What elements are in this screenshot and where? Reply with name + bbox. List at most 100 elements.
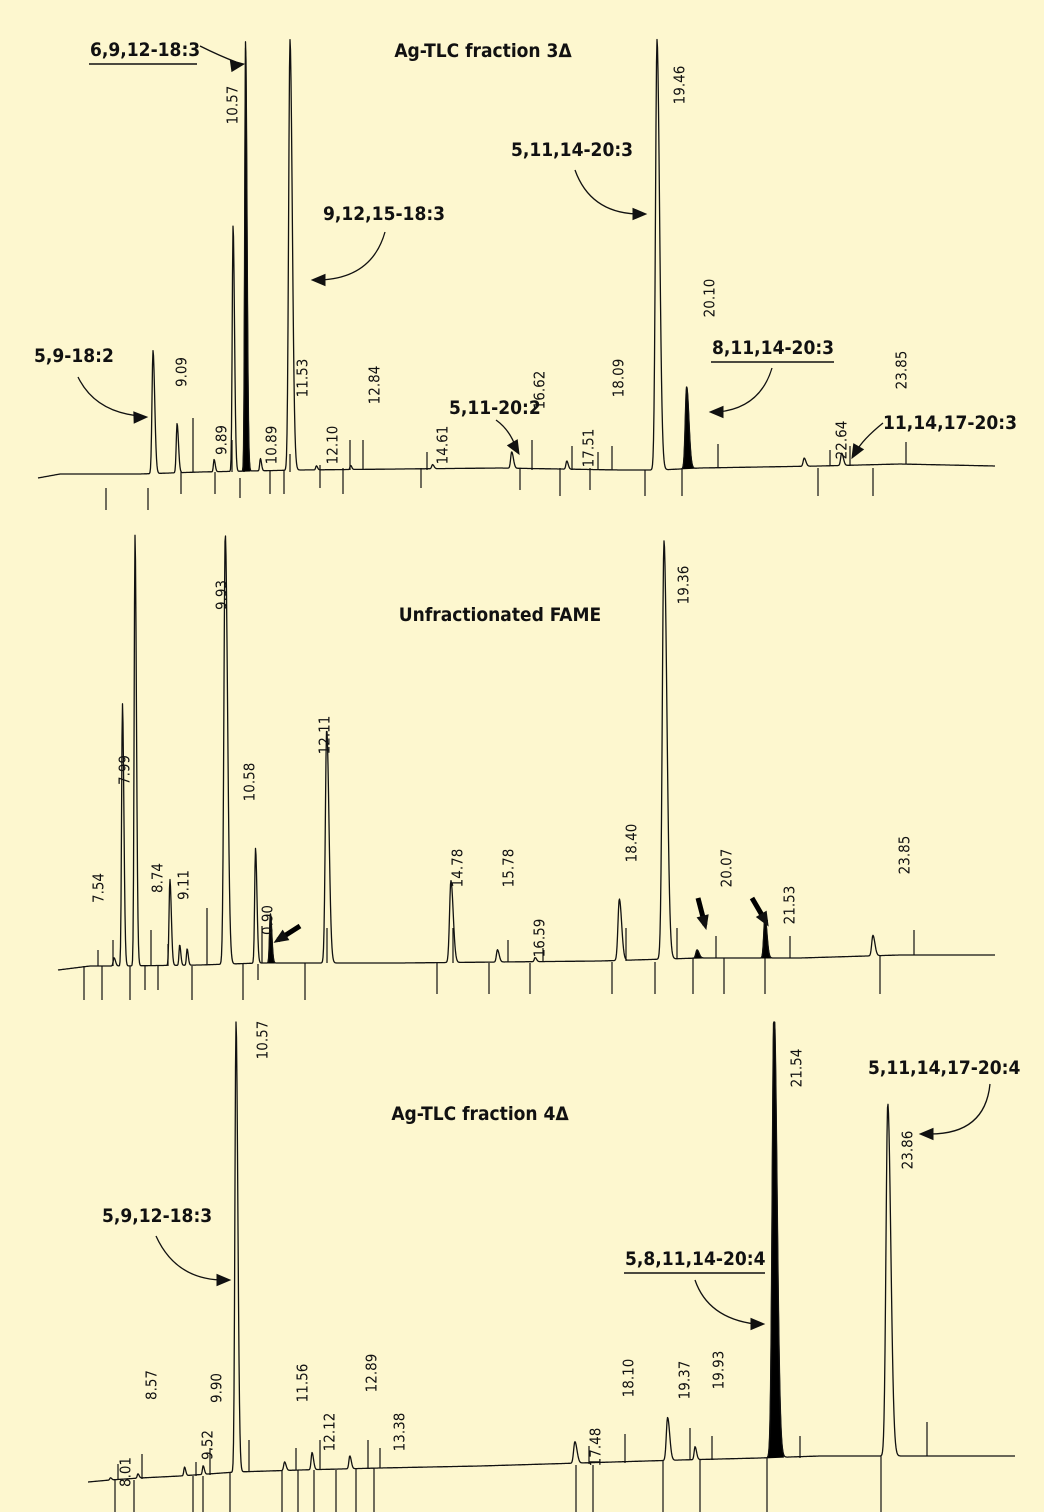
retention-time-label: 19.36 xyxy=(675,566,693,605)
retention-time-label: 10.57 xyxy=(254,1021,272,1060)
compound-label: 8,11,14-20:3 xyxy=(712,337,834,359)
chromatogram-panel-2: Unfractionated FAME 7.54 7.99 8.74 9.11 9.93 1… xyxy=(57,534,996,1000)
compound-annotation: 8,11,14-20:3 xyxy=(708,337,834,419)
arrow-head xyxy=(708,405,724,419)
leader-line xyxy=(199,45,237,63)
retention-time-label: 9.93 xyxy=(213,580,231,610)
retention-time-label: 18.09 xyxy=(610,359,628,398)
retention-time-label: 8.74 xyxy=(149,863,167,893)
retention-time-label: 10.89 xyxy=(263,426,281,465)
retention-time-label: 13.38 xyxy=(391,1413,409,1452)
retention-time-label: 9.09 xyxy=(173,357,191,387)
retention-time-label: 19.93 xyxy=(710,1351,728,1390)
peak-pointer-arrow xyxy=(273,923,302,943)
retention-time-label: 12.12 xyxy=(321,1413,339,1452)
compound-label: 5,9,12-18:3 xyxy=(102,1205,212,1227)
compound-annotation: 5,8,11,14-20:4 xyxy=(624,1248,766,1331)
retention-time-label: 8.01 xyxy=(117,1457,135,1487)
leader-line xyxy=(574,169,637,215)
arrow-head xyxy=(632,207,648,221)
compound-label: 6,9,12-18:3 xyxy=(90,39,200,61)
arrow-head xyxy=(229,59,246,73)
arrow-head xyxy=(273,929,290,943)
chromatogram-trace xyxy=(57,534,996,971)
arrow-head xyxy=(133,411,149,424)
compound-annotation: 5,9-18:2 xyxy=(34,345,149,424)
retention-time-label: 10.58 xyxy=(241,763,259,802)
compound-label: 5,8,11,14-20:4 xyxy=(625,1248,766,1270)
retention-time-label: 18.10 xyxy=(620,1359,638,1398)
retention-time-label: 19.37 xyxy=(676,1361,694,1400)
retention-time-label: 21.54 xyxy=(788,1049,806,1088)
compound-annotation: 5,11-20:2 xyxy=(449,397,541,456)
panel-title: Ag-TLC fraction 4Δ xyxy=(391,1103,569,1125)
compound-label: 5,11-20:2 xyxy=(449,397,541,419)
peak-pointer-arrow xyxy=(695,897,709,931)
compound-label: 5,11,14,17-20:4 xyxy=(868,1057,1020,1079)
retention-time-label: 23.85 xyxy=(896,836,914,875)
leader-line xyxy=(155,1235,221,1281)
retention-time-label: 20.10 xyxy=(701,279,719,318)
peak-pointer-arrow xyxy=(749,896,769,927)
retention-time-label: 9.11 xyxy=(175,870,193,900)
panel-title: Ag-TLC fraction 3Δ xyxy=(394,40,572,62)
chromatogram-panel-3: Ag-TLC fraction 4Δ 8.01 8.57 9.52 9.90 10.57 1… xyxy=(87,1021,1016,1512)
retention-time-label: 15.78 xyxy=(500,849,518,888)
retention-time-label: 16.62 xyxy=(531,371,549,410)
compound-label: 11,14,17-20:3 xyxy=(883,412,1017,434)
panel-title: Unfractionated FAME xyxy=(399,604,601,626)
chromatogram-panel-1: Ag-TLC fraction 3Δ 9.09 9.89 10.57 10.89 11.5… xyxy=(37,38,996,510)
compound-annotation: 5,9,12-18:3 xyxy=(102,1205,232,1287)
retention-time-label: 23.85 xyxy=(893,351,911,390)
compound-annotation: 5,11,14,17-20:4 xyxy=(868,1057,1020,1141)
retention-time-label: 12.84 xyxy=(366,366,384,405)
arrow-head xyxy=(216,1273,232,1287)
compound-annotation: 11,14,17-20:3 xyxy=(851,412,1017,460)
chromatogram-trace xyxy=(87,1021,1016,1483)
leader-line xyxy=(717,367,773,413)
retention-time-label: 9.52 xyxy=(199,1430,217,1460)
chromatogram-trace xyxy=(37,38,996,479)
retention-time-label: 17.48 xyxy=(587,1428,605,1467)
leader-line xyxy=(77,376,141,417)
compound-label: 9,12,15-18:3 xyxy=(323,203,445,225)
arrow-head xyxy=(918,1127,934,1141)
retention-time-label: 16.59 xyxy=(531,919,549,958)
arrow-head xyxy=(851,443,865,460)
retention-time-label: 11.53 xyxy=(294,359,312,398)
compound-annotation: 9,12,15-18:3 xyxy=(310,203,445,287)
compound-annotation: 6,9,12-18:3 xyxy=(89,39,246,73)
retention-time-label: 14.78 xyxy=(449,849,467,888)
retention-time-label: 23.86 xyxy=(899,1131,917,1170)
retention-time-label: 8.57 xyxy=(143,1370,161,1400)
retention-time-label: 12.11 xyxy=(316,716,334,755)
chromatogram-panels: Ag-TLC fraction 3Δ 9.09 9.89 10.57 10.89 11.5… xyxy=(34,38,1020,1512)
retention-time-label: 7.54 xyxy=(90,873,108,903)
retention-time-label: 20.07 xyxy=(718,849,736,888)
retention-time-label: 12.89 xyxy=(363,1354,381,1393)
arrow-head xyxy=(755,910,769,927)
arrow-head xyxy=(696,914,709,931)
retention-time-label: 21.53 xyxy=(781,886,799,925)
retention-time-label: 14.61 xyxy=(434,426,452,465)
leader-line xyxy=(319,231,386,281)
leader-line xyxy=(929,1083,991,1135)
compound-label: 5,11,14-20:3 xyxy=(511,139,633,161)
retention-time-label: 22.64 xyxy=(833,421,851,460)
retention-time-label: 9.89 xyxy=(213,425,231,455)
compound-annotation: 5,11,14-20:3 xyxy=(511,139,648,221)
arrow-head xyxy=(310,273,326,287)
compound-label: 5,9-18:2 xyxy=(34,345,114,367)
retention-time-label: 19.46 xyxy=(671,66,689,105)
retention-time-label: 17.51 xyxy=(580,429,598,468)
retention-time-label: 12.10 xyxy=(324,426,342,465)
retention-time-label: 0.90 xyxy=(259,905,277,935)
retention-time-label: 11.56 xyxy=(294,1364,312,1403)
arrow-head xyxy=(750,1317,766,1331)
retention-time-label: 18.40 xyxy=(623,824,641,863)
retention-time-label: 10.57 xyxy=(224,86,242,125)
retention-time-label: 9.90 xyxy=(208,1373,226,1403)
leader-line xyxy=(694,1279,756,1325)
arrow-head xyxy=(506,439,520,456)
